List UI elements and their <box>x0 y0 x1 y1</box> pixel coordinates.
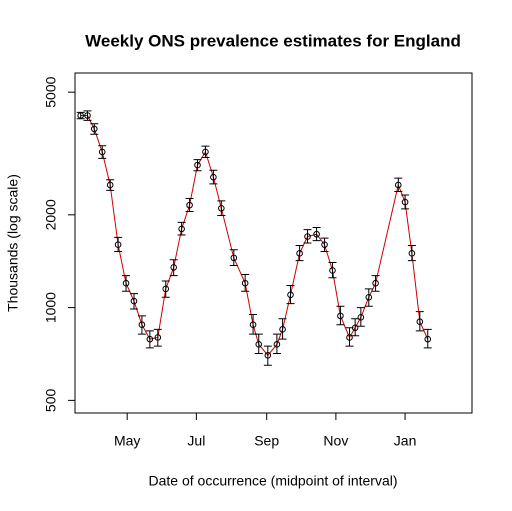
data-point <box>313 230 320 238</box>
data-point <box>170 264 177 271</box>
data-point <box>210 173 217 181</box>
y-tick-label: 1000 <box>43 292 59 323</box>
y-tick-label: 2000 <box>43 199 59 230</box>
error-bar <box>254 333 263 354</box>
error-bar <box>229 249 238 266</box>
data-point <box>186 201 193 209</box>
chart-title: Weekly ONS prevalence estimates for Engl… <box>85 31 461 50</box>
x-tick-label: Sep <box>254 433 279 449</box>
data-point <box>84 112 91 119</box>
error-bar <box>241 274 250 292</box>
data-point <box>154 334 162 341</box>
data-point <box>357 314 365 321</box>
error-bar <box>217 200 226 216</box>
data-point <box>241 279 249 287</box>
data-point <box>202 148 209 156</box>
x-axis-label: Date of occurrence (midpoint of interval… <box>149 473 398 489</box>
data-point <box>138 321 146 329</box>
data-point <box>162 285 170 293</box>
data-point <box>264 352 272 359</box>
error-bar <box>364 288 373 307</box>
data-point <box>90 125 98 133</box>
data-point <box>287 291 294 299</box>
data-point <box>249 321 257 329</box>
error-bar <box>209 169 218 185</box>
data-point <box>351 324 359 332</box>
error-bar <box>106 179 115 191</box>
data-point <box>230 254 238 262</box>
error-bar <box>129 293 138 310</box>
plot-frame <box>74 72 473 414</box>
data-point <box>218 204 225 212</box>
error-bar <box>336 305 345 326</box>
error-bar <box>295 245 304 262</box>
y-axis-label: Thousands (log scale) <box>5 174 21 312</box>
data-point <box>394 181 402 189</box>
error-bar <box>145 330 154 349</box>
error-bar <box>394 177 403 193</box>
error-bar <box>98 145 107 159</box>
data-point <box>365 293 373 301</box>
x-tick-label: Jul <box>187 433 205 449</box>
data-point <box>408 250 416 257</box>
data-point <box>329 267 336 274</box>
error-bar <box>177 221 186 236</box>
data-point <box>273 341 281 348</box>
data-point <box>122 279 130 287</box>
error-bar <box>423 328 432 349</box>
data-point <box>416 318 424 326</box>
data-point <box>401 198 409 206</box>
data-point <box>98 148 106 156</box>
error-bar <box>201 145 210 158</box>
error-bar <box>263 345 272 366</box>
y-tick-label: 5000 <box>43 76 59 107</box>
error-bar <box>407 245 416 262</box>
error-bar <box>153 328 162 347</box>
error-bar <box>185 197 194 213</box>
error-bar <box>161 280 170 298</box>
error-bar <box>401 194 410 210</box>
data-point <box>346 334 353 341</box>
error-bar <box>286 284 295 305</box>
error-bar <box>122 275 131 292</box>
data-point <box>424 335 432 343</box>
data-point <box>321 241 328 248</box>
data-point <box>194 161 201 169</box>
data-point <box>296 250 303 257</box>
error-bar <box>312 226 321 242</box>
error-bar <box>114 236 123 253</box>
x-tick-label: May <box>114 433 140 449</box>
error-bar <box>278 318 287 340</box>
y-tick-label: 500 <box>43 388 59 412</box>
error-bar <box>356 307 365 327</box>
error-bar <box>169 259 178 277</box>
data-point <box>279 326 286 333</box>
error-bar <box>193 159 202 172</box>
data-point <box>106 181 114 189</box>
error-bar <box>320 237 329 253</box>
error-bar <box>415 311 424 332</box>
x-tick-label: Jan <box>394 433 417 449</box>
error-bar <box>371 275 380 292</box>
error-bar <box>351 318 360 337</box>
data-point <box>146 335 154 343</box>
error-bar <box>328 262 337 279</box>
data-point <box>114 241 122 248</box>
data-point <box>77 112 84 119</box>
error-bar <box>272 333 281 354</box>
data-point <box>337 312 344 320</box>
data-point <box>304 233 311 240</box>
error-bar <box>90 123 99 135</box>
error-bar <box>137 315 146 335</box>
data-line <box>80 115 429 357</box>
data-point <box>130 297 138 305</box>
x-tick-label: Nov <box>323 433 348 449</box>
data-point <box>255 341 263 348</box>
error-bar <box>303 229 312 244</box>
data-point <box>178 225 185 233</box>
data-point <box>372 279 379 287</box>
